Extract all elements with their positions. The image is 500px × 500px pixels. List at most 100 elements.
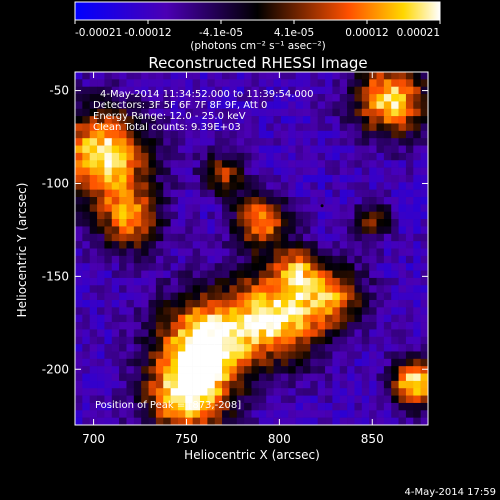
heatmap-cell <box>288 329 296 338</box>
heatmap-cell <box>288 241 296 249</box>
heatmap-cell <box>97 233 105 242</box>
heatmap-cell <box>222 358 230 367</box>
heatmap-cell <box>280 307 289 315</box>
heatmap-cell <box>295 145 304 154</box>
heatmap-cell <box>354 197 363 205</box>
heatmap-cell <box>369 380 377 389</box>
heatmap-cell <box>376 270 385 279</box>
heatmap-cell <box>200 395 208 404</box>
heatmap-cell <box>126 373 135 382</box>
heatmap-cell <box>317 322 326 330</box>
heatmap-cell <box>200 344 208 352</box>
heatmap-cell <box>310 79 318 87</box>
heatmap-cell <box>119 351 127 360</box>
heatmap-cell <box>126 174 135 183</box>
heatmap-cell <box>89 101 98 110</box>
heatmap-cell <box>119 292 127 301</box>
heatmap-cell <box>119 116 127 124</box>
heatmap-cell <box>244 322 252 330</box>
heatmap-cell <box>111 145 120 154</box>
heatmap-cell <box>192 336 201 345</box>
heatmap-cell <box>332 248 341 257</box>
heatmap-cell <box>391 211 399 220</box>
heatmap-cell <box>170 182 179 190</box>
heatmap-cell <box>339 167 348 176</box>
heatmap-cell <box>361 380 370 389</box>
heatmap-cell <box>369 307 377 315</box>
heatmap-cell <box>207 130 216 139</box>
heatmap-cell <box>185 402 193 411</box>
heatmap-cell <box>207 373 216 382</box>
heatmap-cell <box>325 263 333 271</box>
heatmap-cell <box>369 101 377 110</box>
heatmap-cell <box>89 152 98 161</box>
heatmap-cell <box>75 351 83 360</box>
heatmap-cell <box>310 145 318 154</box>
heatmap-cell <box>75 145 83 154</box>
heatmap-cell <box>244 108 252 117</box>
heatmap-cell <box>141 189 149 198</box>
heatmap-cell <box>288 263 296 271</box>
heatmap-cell <box>192 410 201 418</box>
heatmap-cell <box>288 314 296 323</box>
heatmap-cell <box>413 322 421 330</box>
heatmap-cell <box>155 373 164 382</box>
heatmap-cell <box>111 307 120 315</box>
heatmap-cell <box>258 417 267 426</box>
heatmap-cell <box>119 336 127 345</box>
heatmap-cell <box>325 322 333 330</box>
heatmap-cell <box>376 255 385 264</box>
heatmap-cell <box>361 395 370 404</box>
heatmap-cell <box>420 116 429 124</box>
heatmap-cell <box>97 285 105 293</box>
heatmap-cell <box>295 160 304 168</box>
heatmap-cell <box>280 79 289 87</box>
heatmap-cell <box>214 79 223 87</box>
heatmap-cell <box>317 167 326 176</box>
heatmap-cell <box>354 152 363 161</box>
heatmap-cell <box>89 241 98 249</box>
heatmap-cell <box>273 138 282 146</box>
heatmap-cell <box>273 189 282 198</box>
heatmap-cell <box>141 226 149 235</box>
heatmap-cell <box>354 226 363 235</box>
heatmap-cell <box>104 410 113 418</box>
heatmap-cell <box>214 152 223 161</box>
heatmap-cell <box>317 285 326 293</box>
heatmap-cell <box>192 388 201 396</box>
heatmap-cell <box>141 101 149 110</box>
heatmap-cell <box>310 94 318 102</box>
heatmap-cell <box>332 270 341 279</box>
heatmap-cell <box>354 86 363 95</box>
heatmap-cell <box>354 373 363 382</box>
heatmap-cell <box>104 380 113 389</box>
heatmap-cell <box>266 358 274 367</box>
heatmap-cell <box>119 101 127 110</box>
heatmap-cell <box>163 211 171 220</box>
heatmap-cell <box>119 388 127 396</box>
heatmap-cell <box>288 336 296 345</box>
heatmap-cell <box>155 182 164 190</box>
heatmap-cell <box>383 263 392 271</box>
heatmap-cell <box>148 241 157 249</box>
heatmap-cell <box>155 388 164 396</box>
heatmap-cell <box>75 329 83 338</box>
heatmap-cell <box>405 174 414 183</box>
heatmap-cell <box>200 160 208 168</box>
heatmap-cell <box>111 108 120 117</box>
heatmap-cell <box>295 292 304 301</box>
heatmap-cell <box>288 299 296 308</box>
heatmap-cell <box>369 174 377 183</box>
heatmap-cell <box>214 241 223 249</box>
heatmap-cell <box>295 410 304 418</box>
heatmap-cell <box>133 270 142 279</box>
heatmap-cell <box>251 248 260 257</box>
heatmap-cell <box>192 94 201 102</box>
heatmap-cell <box>288 167 296 176</box>
heatmap-cell <box>391 285 399 293</box>
heatmap-cell <box>207 322 216 330</box>
heatmap-cell <box>170 380 179 389</box>
heatmap-cell <box>141 116 149 124</box>
heatmap-cell <box>155 116 164 124</box>
peak-marker <box>320 204 324 208</box>
